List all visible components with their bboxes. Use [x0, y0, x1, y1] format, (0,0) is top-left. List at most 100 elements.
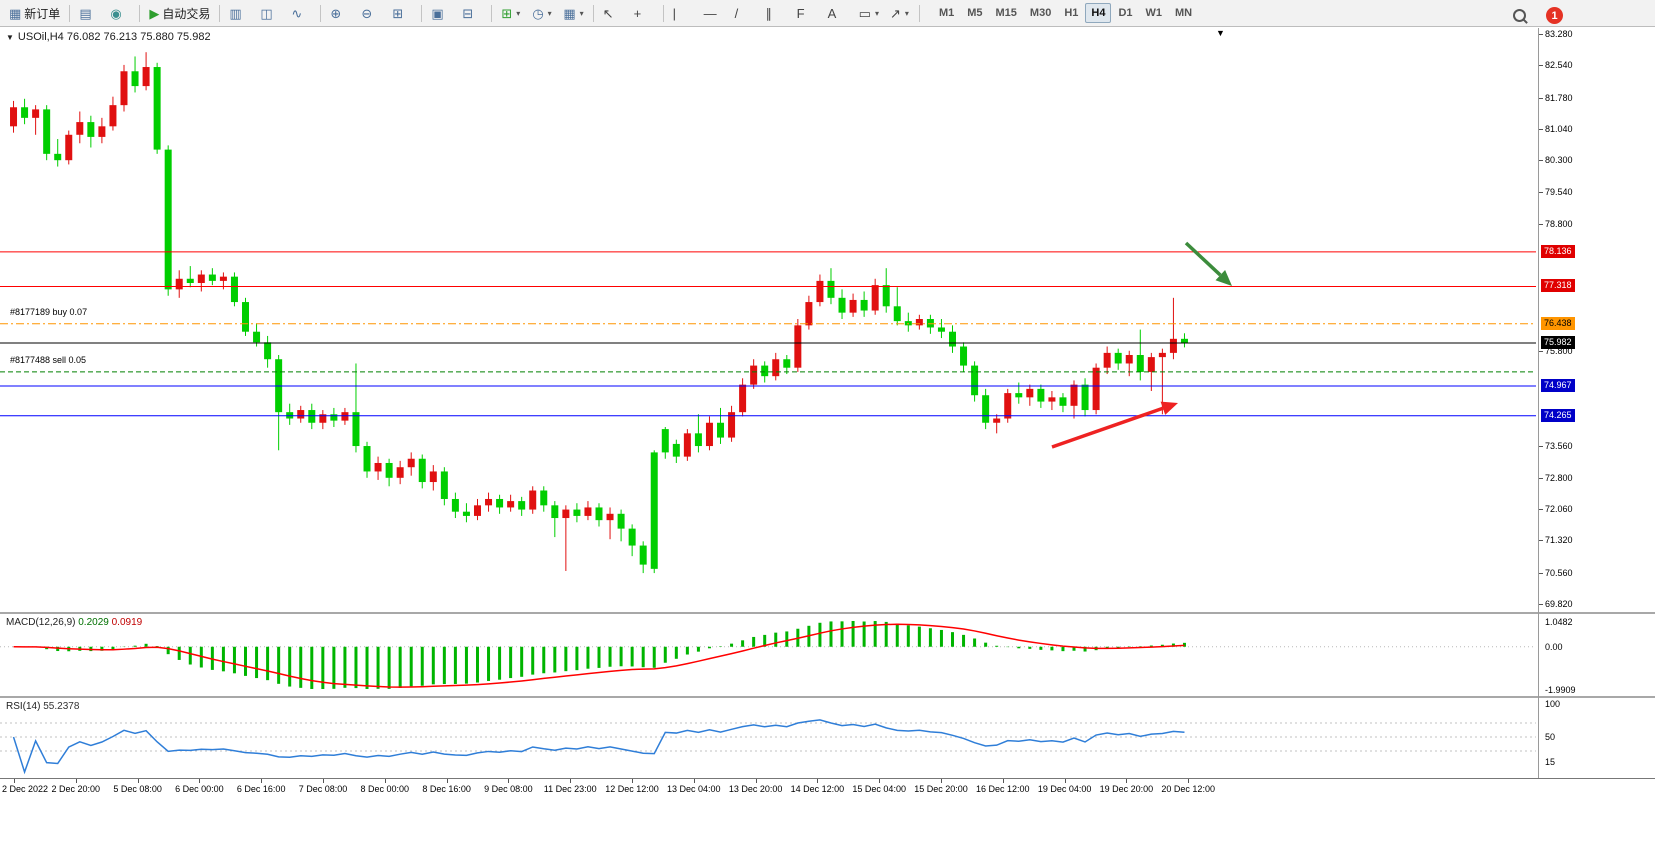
price-label: 69.820 [1545, 599, 1573, 609]
price-badge-blue: 74.967 [1541, 379, 1575, 393]
search-button[interactable] [1508, 4, 1538, 27]
chart-grid-button[interactable]: ⊞ [387, 2, 417, 25]
time-tick [75, 779, 77, 783]
macd-axis-label: -1.9909 [1545, 685, 1576, 695]
timeframe-m30-button[interactable]: M30 [1029, 7, 1052, 19]
zoom-out-button[interactable]: ⊖ [356, 2, 386, 25]
timeframe-h1-button[interactable]: H1 [1064, 7, 1079, 19]
rsi-axis-label: 15 [1545, 756, 1556, 767]
red-arrow[interactable] [1051, 406, 1164, 449]
chart-shift-marker[interactable]: ▼ [1216, 28, 1225, 38]
timeframe-h4-button[interactable]: H4 [1085, 3, 1112, 23]
zoom-in-icon: ⊕ [330, 5, 342, 21]
template-button[interactable]: ▦ ▾ [558, 2, 588, 25]
market-watch-button[interactable]: ▤ [74, 2, 104, 25]
trendline-button[interactable]: / [730, 2, 760, 25]
time-label: 7 Dec 08:00 [298, 784, 348, 794]
price-label: 75.800 [1545, 345, 1573, 356]
auto-trading-button[interactable]: ▶ 自动交易 [144, 2, 215, 25]
panel-splitter[interactable] [0, 696, 1655, 698]
market-watch-icon: ▤ [79, 5, 92, 21]
price-axis[interactable]: 83.280 82.540 81.780 81.040 80.300 79.540 78.8… [1539, 28, 1655, 778]
toolbar: ▦ 新订单 ▤ ◉ ▶ 自动交易 ▥ ◫ ∿ ⊕ ⊖ ⊞ ▣ ⊟ ⊞ ▾ ◷ ▾ ▦ ▾ ↖ + | — / ∥ F A ▭ ▾ ↗ ▾ M1… [0, 0, 1655, 27]
candlestick-chart-button[interactable]: ◫ [255, 2, 285, 25]
tile-windows-button[interactable]: ▣ [426, 2, 456, 25]
macd-panel[interactable] [0, 614, 1655, 696]
time-label: 16 Dec 12:00 [976, 784, 1030, 794]
timeframe-m5-button[interactable]: M5 [967, 7, 983, 19]
zoom-in-button[interactable]: ⊕ [325, 2, 355, 25]
channel-button[interactable]: ∥ [761, 2, 791, 25]
timeframe-d1-button[interactable]: D1 [1118, 7, 1133, 19]
line-chart-button[interactable]: ∿ [286, 2, 316, 25]
price-badge-red: 77.318 [1541, 279, 1575, 293]
rsi-line [12, 719, 1185, 775]
chart-list-icon: ⊟ [462, 5, 474, 21]
candlestick-chart-icon: ◫ [260, 5, 273, 21]
time-tick [384, 779, 386, 783]
price-tick [1539, 160, 1543, 162]
main-chart[interactable] [0, 28, 1655, 612]
vertical-line-button[interactable]: | [668, 2, 698, 25]
notification-badge[interactable]: 1 [1546, 7, 1563, 24]
timeframe-group: M1 M5 M15 M30 H1 H4 D1 W1 MN [933, 3, 1198, 23]
time-tick [261, 779, 263, 783]
strategy-tester-button[interactable]: ◉ [105, 2, 135, 25]
green-arrow[interactable] [1184, 241, 1222, 277]
new-order-button-label: 新订单 [24, 6, 61, 21]
price-tick [1539, 223, 1543, 225]
price-tick [1539, 477, 1543, 479]
rsi-panel[interactable] [0, 698, 1655, 778]
period-button[interactable]: ◷ ▾ [527, 2, 557, 25]
fibonacci-button[interactable]: F [792, 2, 822, 25]
price-label: 81.040 [1545, 123, 1573, 134]
price-tick [1539, 509, 1543, 511]
chart-area[interactable]: ▼ USOil,H4 76.082 76.213 75.880 75.982 ▼ … [0, 28, 1655, 857]
timeframe-m1-button[interactable]: M1 [938, 7, 955, 19]
time-label: 20 Dec 12:00 [1161, 784, 1215, 794]
timeframe-w1-button[interactable]: W1 [1145, 7, 1163, 19]
new-chart-button[interactable]: ⊞ ▾ [496, 2, 526, 25]
price-tick [1539, 34, 1543, 35]
price-tick [1539, 604, 1543, 605]
green-arrow-head[interactable] [1215, 269, 1232, 286]
time-label: 19 Dec 04:00 [1037, 784, 1092, 794]
expand-panel-icon[interactable]: ▼ [6, 33, 14, 42]
order-label: #8177189 buy 0.07 [10, 307, 88, 317]
clock-icon: ◷ [532, 5, 544, 21]
price-tick [1539, 65, 1543, 67]
macd-signal-line [13, 623, 1185, 688]
time-tick [570, 779, 572, 783]
macd-indicator-label: MACD(12,26,9) 0.2029 0.0919 [6, 617, 143, 628]
template-icon: ▦ [563, 5, 576, 21]
time-label: 8 Dec 00:00 [360, 784, 410, 794]
chevron-down-icon: ▾ [904, 8, 909, 18]
red-arrow-head[interactable] [1160, 401, 1178, 415]
bar-chart-button[interactable]: ▥ [224, 2, 254, 25]
new-order-button[interactable]: ▦ 新订单 [4, 2, 65, 25]
play-icon: ▶ [149, 5, 160, 21]
cursor-button[interactable]: ↖ [598, 2, 628, 25]
time-label: 11 Dec 23:00 [543, 784, 597, 794]
shapes-button[interactable]: ▭ ▾ [854, 2, 884, 25]
horizontal-line-button[interactable]: — [699, 2, 729, 25]
time-axis[interactable]: 2 Dec 2022 2 Dec 20:00 5 Dec 08:00 6 Dec 00… [0, 778, 1655, 857]
tile-windows-icon: ▣ [431, 5, 444, 21]
price-badge-red: 78.136 [1541, 244, 1575, 258]
rsi-axis-label: 100 [1545, 699, 1561, 709]
time-label: 9 Dec 08:00 [484, 784, 533, 794]
chart-list-button[interactable]: ⊟ [457, 2, 487, 25]
candles [10, 52, 1188, 574]
panel-splitter[interactable] [0, 612, 1655, 614]
crosshair-button[interactable]: + [629, 2, 659, 25]
arrow-icon: ↗ [889, 5, 901, 21]
timeframe-mn-button[interactable]: MN [1175, 7, 1193, 19]
price-label: 70.560 [1545, 567, 1573, 578]
annotations [1051, 241, 1232, 449]
toolbar-right: 1 [1508, 4, 1563, 27]
time-tick [879, 779, 881, 783]
arrows-button[interactable]: ↗ ▾ [885, 2, 915, 25]
text-button[interactable]: A [823, 2, 853, 25]
timeframe-m15-button[interactable]: M15 [995, 7, 1017, 19]
price-tick [1539, 97, 1543, 99]
